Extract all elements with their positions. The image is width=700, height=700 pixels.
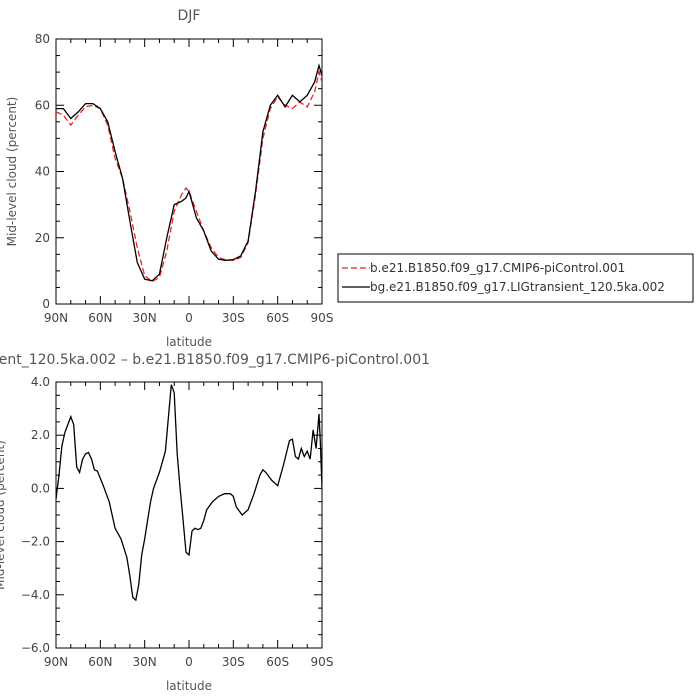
series-line-1 <box>56 384 322 602</box>
x-tick-label: 30S <box>222 655 245 669</box>
plot-frame <box>55 381 323 649</box>
chart-panel-1: DJF 90N 60N 30N 0 30S 60S 90S 0 20 40 60 80 latitude M… <box>5 8 694 349</box>
y-tick-label: 4.0 <box>31 375 50 389</box>
plot-frame <box>55 38 323 305</box>
y-tick-label: 60 <box>35 98 50 112</box>
y-tick-label: 80 <box>35 32 50 46</box>
chart-panel-2: Gtransient_120.5ka.002 – b.e21.B1850.f09… <box>0 352 430 693</box>
series-line-1 <box>56 69 322 283</box>
x-tick-label: 0 <box>185 655 193 669</box>
x-axis-label: latitude <box>166 335 212 349</box>
legend-entry-2: bg.e21.B1850.f09_g17.LIGtransient_120.5k… <box>370 280 665 294</box>
y-axis-label: Mid-level cloud (percent) <box>5 97 19 247</box>
x-tick-label: 90S <box>311 311 334 325</box>
x-tick-label: 90N <box>44 311 68 325</box>
x-axis-label: latitude <box>166 679 212 693</box>
y-tick-label: 2.0 <box>31 428 50 442</box>
y-tick-label: 40 <box>35 165 50 179</box>
legend-box <box>337 253 694 303</box>
y-tick-label: −6.0 <box>21 641 50 655</box>
x-tick-label: 0 <box>185 311 193 325</box>
x-tick-label: 30N <box>133 655 157 669</box>
y-tick-label: −2.0 <box>21 535 50 549</box>
y-tick-label: −4.0 <box>21 588 50 602</box>
y-tick-label: 0 <box>42 297 50 311</box>
x-tick-label: 90S <box>311 655 334 669</box>
y-tick-label: 20 <box>35 231 50 245</box>
x-tick-label: 30S <box>222 311 245 325</box>
x-tick-label: 30N <box>133 311 157 325</box>
x-tick-label: 90N <box>44 655 68 669</box>
chart-title: Gtransient_120.5ka.002 – b.e21.B1850.f09… <box>0 352 430 368</box>
y-axis-label: Mid-level cloud (percent) <box>0 440 7 590</box>
x-tick-label: 60N <box>88 311 112 325</box>
x-tick-label: 60S <box>266 655 289 669</box>
x-tick-label: 60S <box>266 311 289 325</box>
x-tick-label: 60N <box>88 655 112 669</box>
legend: b.e21.B1850.f09_g17.CMIP6-piControl.001b… <box>337 253 694 303</box>
y-tick-label: 0.0 <box>31 481 50 495</box>
series-line-2 <box>56 63 322 282</box>
legend-entry-1: b.e21.B1850.f09_g17.CMIP6-piControl.001 <box>370 261 625 275</box>
chart-title: DJF <box>178 8 201 24</box>
